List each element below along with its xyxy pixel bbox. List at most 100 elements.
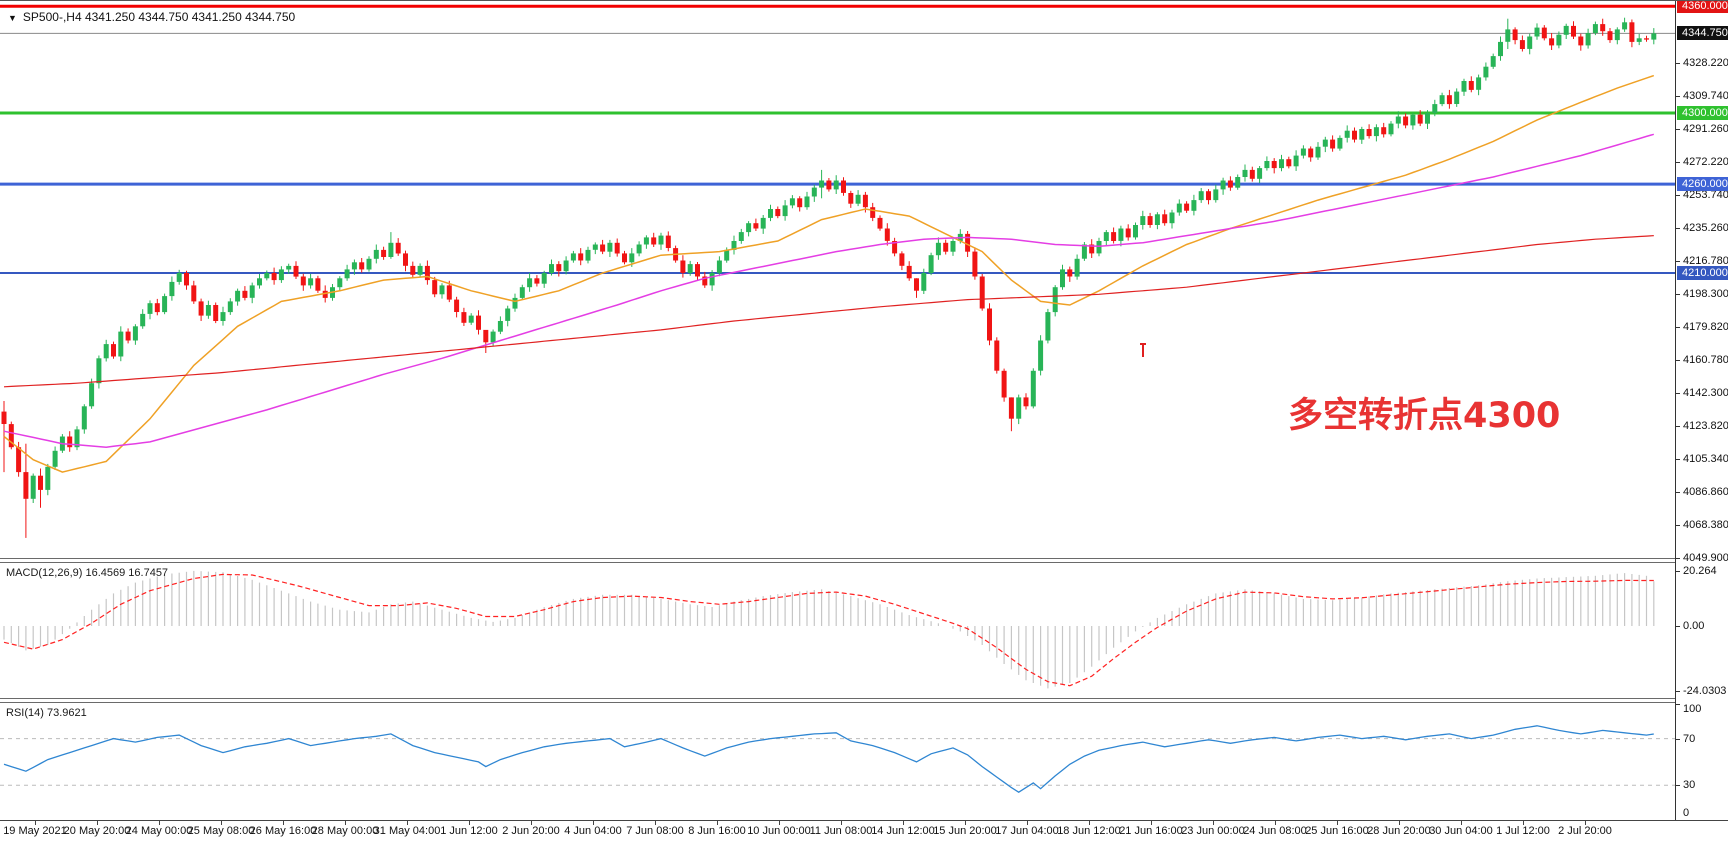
candle-body — [1614, 29, 1620, 41]
rsi-tick-mark — [1676, 704, 1680, 705]
candle-body — [461, 312, 467, 323]
time-tick-label: 8 Jun 16:00 — [688, 825, 746, 837]
candle-body — [278, 269, 284, 281]
candle-body — [819, 180, 825, 188]
price-level-badge: 4210.000 — [1677, 266, 1728, 280]
time-tick-mark — [1151, 821, 1152, 825]
candle-body — [695, 264, 700, 277]
candle-body — [1330, 139, 1336, 149]
rsi-chart[interactable] — [0, 703, 1675, 820]
candle-body — [227, 301, 233, 313]
price-tick-label: 4328.220 — [1683, 57, 1728, 69]
price-tick-label: 4216.780 — [1683, 255, 1728, 267]
symbol-header: ▼ SP500-,H4 4341.250 4344.750 4341.250 43… — [8, 10, 295, 24]
price-tick-label: 4105.340 — [1683, 453, 1728, 465]
macd-tick-label: 0.00 — [1683, 620, 1705, 632]
candle-body — [490, 331, 496, 343]
candle-body — [1242, 169, 1248, 177]
candle-body — [198, 301, 204, 316]
candle-body — [315, 278, 321, 291]
candle-body — [738, 232, 744, 241]
candle-body — [724, 249, 730, 261]
panel-divider[interactable] — [0, 558, 1728, 563]
time-tick-mark — [593, 821, 594, 825]
candle-body — [403, 253, 408, 266]
rsi-panel[interactable]: RSI(14) 73.9621 — [0, 703, 1675, 820]
time-tick-label: 17 Jun 04:00 — [995, 825, 1059, 837]
candle-body — [702, 276, 708, 286]
candle-body — [1366, 129, 1372, 137]
candle-body — [804, 196, 810, 208]
time-tick-label: 28 May 00:00 — [311, 825, 379, 837]
candle-body — [103, 344, 109, 359]
price-tick-mark — [1676, 195, 1680, 196]
candle-body — [1038, 340, 1044, 371]
price-axis[interactable]: 4328.220 4309.740 4291.260 4272.220 4253… — [1675, 1, 1728, 821]
candle-body — [1008, 397, 1014, 419]
candle-body — [1235, 177, 1241, 188]
price-tick-mark — [1676, 525, 1680, 526]
chevron-down-icon[interactable]: ▼ — [8, 13, 17, 23]
price-level-badge: 4300.000 — [1677, 106, 1728, 120]
candle-body — [81, 406, 87, 430]
candle-body — [1651, 33, 1657, 40]
price-tick-mark — [1676, 459, 1680, 460]
candle-body — [884, 228, 890, 241]
candle-body — [1220, 180, 1226, 190]
candle-body — [337, 278, 343, 288]
time-tick-mark — [841, 821, 842, 825]
candle-body — [768, 209, 773, 218]
candle-body — [687, 264, 693, 273]
candle-body — [1622, 22, 1628, 30]
candle-body — [1052, 287, 1058, 313]
candle-body — [184, 273, 189, 286]
time-tick-mark — [283, 821, 284, 825]
candle-body — [731, 241, 737, 250]
time-tick-label: 25 May 08:00 — [187, 825, 255, 837]
candle-body — [1373, 127, 1379, 137]
macd-panel[interactable]: MACD(12,26,9) 16.4569 16.7457 — [0, 563, 1675, 698]
macd-chart[interactable] — [0, 563, 1675, 698]
candle-body — [862, 194, 868, 208]
panel-divider[interactable] — [0, 698, 1728, 703]
time-axis[interactable]: 19 May 2021 20 May 20:00 24 May 00:00 25… — [0, 820, 1728, 842]
candle-body — [519, 287, 525, 298]
candle-body — [16, 447, 22, 473]
candle-body — [826, 180, 832, 190]
candle-body — [1213, 189, 1219, 201]
candle-body — [877, 217, 883, 229]
candle-body — [1060, 269, 1065, 288]
candle-body — [1133, 225, 1138, 238]
time-tick-mark — [221, 821, 222, 825]
time-tick-label: 10 Jun 00:00 — [747, 825, 811, 837]
time-tick-label: 4 Jun 04:00 — [564, 825, 622, 837]
candle-body — [870, 207, 876, 218]
candle-body — [1498, 41, 1503, 57]
candle-body — [220, 312, 226, 321]
candle-body — [1527, 36, 1533, 49]
time-tick-mark — [1461, 821, 1462, 825]
price-level-badge: 4260.000 — [1677, 177, 1728, 191]
candle-body — [1359, 129, 1365, 140]
time-tick-mark — [717, 821, 718, 825]
time-tick-mark — [469, 821, 470, 825]
candle-body — [1089, 244, 1095, 254]
time-tick-mark — [345, 821, 346, 825]
time-tick-mark — [35, 821, 36, 825]
price-chart-panel[interactable]: ▼ SP500-,H4 4341.250 4344.750 4341.250 43… — [0, 1, 1675, 558]
candle-body — [841, 180, 846, 193]
candle-body — [1446, 95, 1452, 105]
candlestick-chart[interactable] — [0, 1, 1675, 558]
candle-body — [468, 315, 474, 323]
candle-body — [1563, 25, 1569, 35]
candle-body — [497, 321, 503, 332]
candle-body — [1147, 216, 1153, 225]
candle-body — [943, 242, 949, 252]
candle-body — [381, 249, 387, 257]
price-tick-mark — [1676, 162, 1680, 163]
candle-body — [833, 180, 839, 190]
price-tick-label: 4253.740 — [1683, 189, 1728, 201]
candle-body — [629, 253, 635, 263]
candle-body — [30, 475, 36, 499]
time-tick-label: 26 May 16:00 — [249, 825, 317, 837]
